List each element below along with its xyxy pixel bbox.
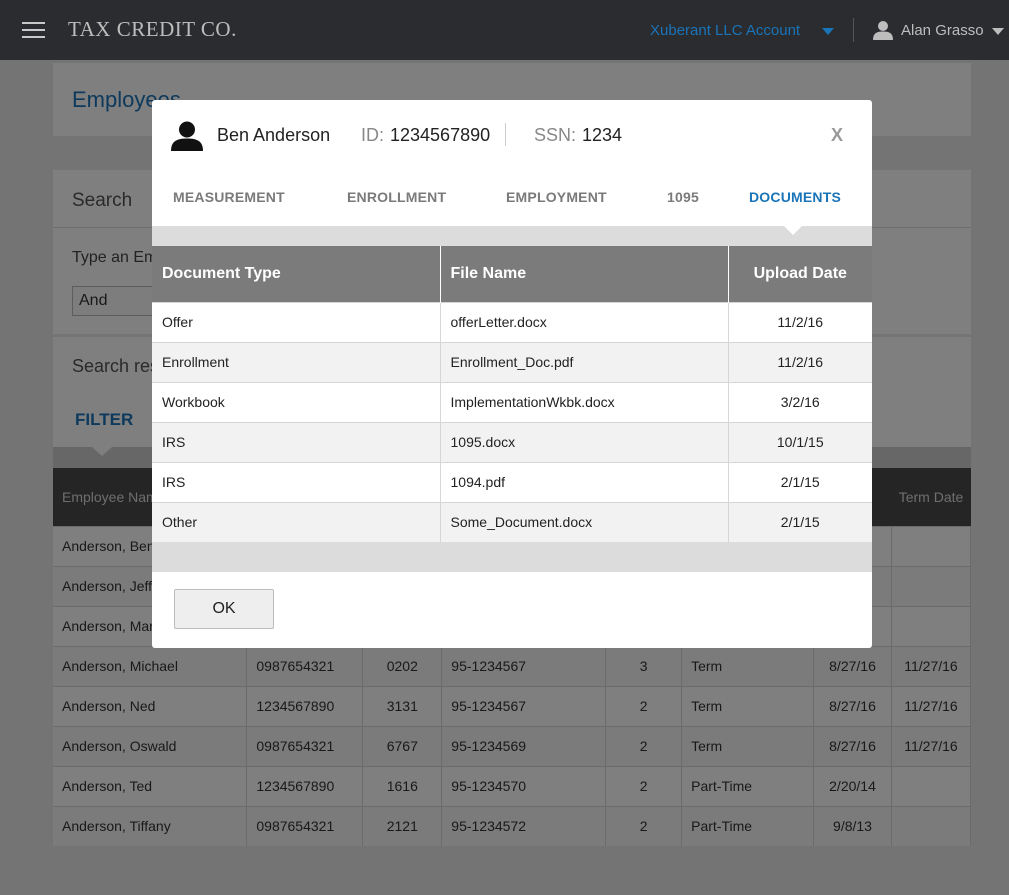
user-menu[interactable]: Alan Grasso <box>901 22 984 39</box>
file-link[interactable]: offerLetter.docx <box>439 301 728 342</box>
file-link[interactable]: ImplementationWkbk.docx <box>439 381 728 422</box>
document-type: IRS <box>152 421 440 462</box>
column-header-document-type[interactable]: Document Type <box>152 246 440 302</box>
tab-enrollment[interactable]: ENROLLMENT <box>347 189 447 205</box>
close-icon[interactable]: X <box>831 125 844 145</box>
upload-date: 2/1/15 <box>727 461 872 502</box>
upload-date: 11/2/16 <box>727 301 872 342</box>
tab-1095[interactable]: 1095 <box>667 189 699 205</box>
document-type: IRS <box>152 461 440 502</box>
file-link[interactable]: Some_Document.docx <box>439 501 728 542</box>
employee-name: Ben Anderson <box>217 125 331 145</box>
column-header-upload-date[interactable]: Upload Date <box>727 246 872 302</box>
file-link[interactable]: 1094.pdf <box>439 461 728 502</box>
header-divider <box>505 123 506 146</box>
chevron-down-icon[interactable] <box>992 28 1004 35</box>
active-tab-pointer <box>784 226 802 235</box>
tab-documents[interactable]: DOCUMENTS <box>749 189 842 205</box>
file-link[interactable]: Enrollment_Doc.pdf <box>439 341 728 382</box>
documents-table-header: Document Type File Name Upload Date <box>152 246 872 302</box>
user-icon <box>873 21 893 40</box>
document-type: Workbook <box>152 381 440 422</box>
document-type: Offer <box>152 301 440 342</box>
modal-footer-strip <box>152 542 872 572</box>
tab-employment[interactable]: EMPLOYMENT <box>506 189 607 205</box>
column-header-file-name[interactable]: File Name <box>439 246 728 302</box>
document-type: Enrollment <box>152 341 440 382</box>
file-link[interactable]: 1095.docx <box>439 421 728 462</box>
document-type: Other <box>152 501 440 542</box>
account-selector[interactable]: Xuberant LLC Account <box>650 22 801 39</box>
user-icon <box>171 121 203 151</box>
documents-modal: Ben Anderson ID: 1234567890 SSN: 1234 X … <box>152 100 872 648</box>
tab-measurement[interactable]: MEASUREMENT <box>173 189 285 205</box>
table-row: IRS 1095.docx 10/1/15 <box>152 421 872 462</box>
table-row: IRS 1094.pdf 2/1/15 <box>152 461 872 502</box>
id-value: 1234567890 <box>390 125 491 145</box>
hamburger-menu-icon[interactable] <box>22 22 45 38</box>
table-row: Enrollment Enrollment_Doc.pdf 11/2/16 <box>152 341 872 382</box>
table-row: Offer offerLetter.docx 11/2/16 <box>152 301 872 342</box>
upload-date: 10/1/15 <box>727 421 872 462</box>
upload-date: 2/1/15 <box>727 501 872 542</box>
documents-table: Document Type File Name Upload Date Offe… <box>152 246 872 542</box>
ssn-value: 1234 <box>582 125 623 145</box>
table-row: Other Some_Document.docx 2/1/15 <box>152 501 872 542</box>
upload-date: 11/2/16 <box>727 341 872 382</box>
ssn-label: SSN: <box>534 125 577 145</box>
brand-logo: TAX CREDIT CO. <box>68 17 237 41</box>
header-divider <box>853 18 854 42</box>
top-header: TAX CREDIT CO. Xuberant LLC Account Alan… <box>0 0 1009 60</box>
tab-strip <box>152 226 872 246</box>
table-row: Workbook ImplementationWkbk.docx 3/2/16 <box>152 381 872 422</box>
chevron-down-icon[interactable] <box>822 28 834 35</box>
id-label: ID: <box>361 125 385 145</box>
ok-button[interactable]: OK <box>174 589 274 629</box>
upload-date: 3/2/16 <box>727 381 872 422</box>
